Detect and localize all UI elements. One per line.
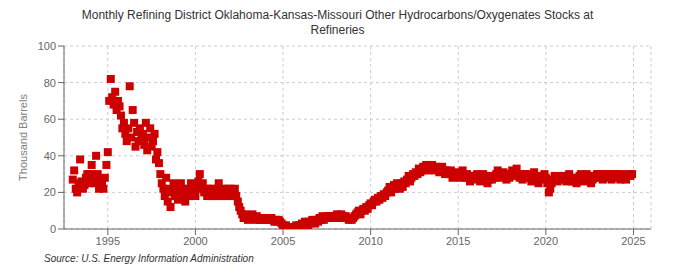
svg-text:1995: 1995 bbox=[96, 235, 120, 247]
svg-text:0: 0 bbox=[50, 223, 56, 235]
svg-text:80: 80 bbox=[44, 77, 56, 89]
svg-text:Thousand Barrels: Thousand Barrels bbox=[17, 94, 29, 181]
svg-text:20: 20 bbox=[44, 186, 56, 198]
svg-text:60: 60 bbox=[44, 113, 56, 125]
html-text:Monthly Refining District Okla: Monthly Refining District Oklahoma-Kansa… bbox=[81, 8, 594, 37]
svg-text:100: 100 bbox=[38, 40, 56, 52]
svg-text:2015: 2015 bbox=[446, 235, 470, 247]
svg-text:40: 40 bbox=[44, 150, 56, 162]
html-text:Source: U.S. Energy Informatio: Source: U.S. Energy Information Administ… bbox=[44, 253, 254, 264]
svg-text:2025: 2025 bbox=[621, 235, 645, 247]
svg-text:2000: 2000 bbox=[183, 235, 207, 247]
svg-text:2020: 2020 bbox=[534, 235, 558, 247]
svg-text:2005: 2005 bbox=[271, 235, 295, 247]
svg-text:2010: 2010 bbox=[358, 235, 382, 247]
